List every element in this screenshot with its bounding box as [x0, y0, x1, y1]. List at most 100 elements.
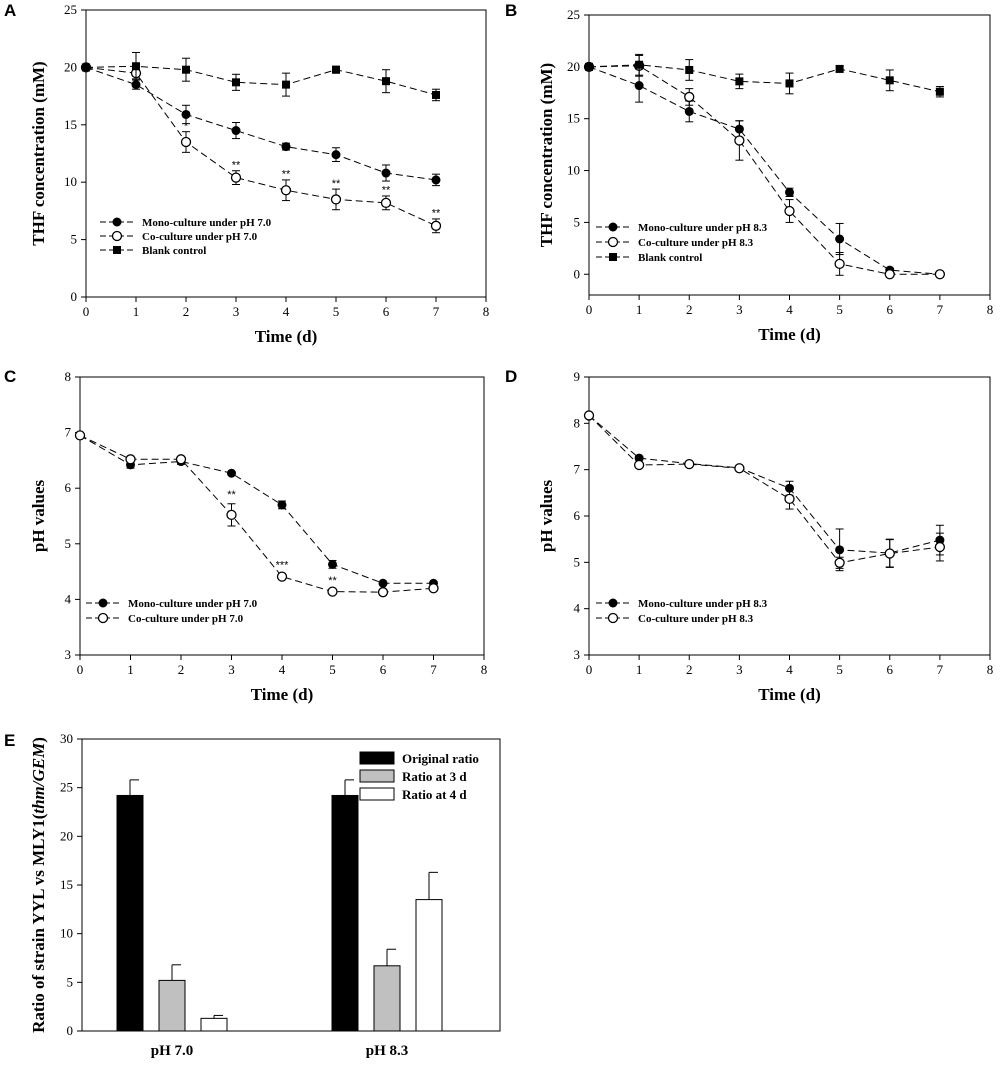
y-tick-label: 5 — [574, 214, 581, 229]
data-point — [934, 269, 946, 280]
y-axis-label: THF concentration (mM) — [537, 63, 556, 247]
x-tick-label: 1 — [636, 662, 643, 677]
y-tick-label: 10 — [60, 926, 73, 941]
data-point — [227, 468, 236, 478]
data-point — [125, 454, 136, 465]
x-tick-label: 6 — [380, 662, 387, 677]
y-tick-label: 8 — [65, 369, 72, 384]
legend-label: Mono-culture under pH 7.0 — [128, 598, 258, 610]
data-point — [428, 583, 439, 594]
legend-marker — [608, 598, 618, 608]
data-point — [685, 65, 694, 74]
x-tick-label: 8 — [483, 304, 490, 319]
y-tick-label: 4 — [65, 591, 72, 606]
x-axis-label: Time (d) — [758, 325, 821, 344]
legend-label: Ratio at 4 d — [402, 787, 467, 802]
data-point — [430, 220, 442, 231]
data-point — [634, 81, 644, 91]
bar — [116, 794, 144, 1032]
y-tick-label: 6 — [574, 508, 581, 523]
data-point — [381, 168, 391, 178]
data-point — [230, 172, 242, 183]
x-tick-label: 7 — [433, 304, 440, 319]
series-line — [588, 64, 940, 93]
x-tick-label: 0 — [586, 302, 593, 317]
y-tick-label: 30 — [60, 731, 73, 746]
x-tick-label: 3 — [736, 662, 743, 677]
x-tick-label: 2 — [686, 302, 693, 317]
panel-letter-d: D — [505, 367, 517, 386]
y-axis-label-part: Ratio of strain YYL vs MLY1( — [29, 813, 48, 1033]
significance-mark: ** — [332, 178, 341, 190]
legend-label: Co-culture under pH 7.0 — [142, 231, 258, 243]
series — [80, 62, 442, 234]
y-axis-label-part: thm/GEM — [29, 742, 48, 814]
data-point — [684, 106, 694, 116]
legend-marker — [607, 612, 619, 624]
y-tick-label: 10 — [567, 163, 580, 178]
panel-letter-a: A — [4, 1, 16, 20]
x-axis-label: Time (d) — [251, 685, 314, 704]
bar — [158, 979, 186, 1032]
significance-mark: ** — [232, 159, 241, 171]
x-tick-label: 8 — [481, 662, 488, 677]
series — [585, 53, 944, 98]
bar — [200, 1017, 228, 1032]
legend: Mono-culture under pH 8.3 Co-culture unde… — [596, 598, 768, 625]
x-tick-label: 2 — [178, 662, 185, 677]
category-label: pH 7.0 — [151, 1043, 194, 1059]
y-axis-label: THF concentration (mM) — [29, 61, 48, 245]
data-point — [328, 559, 337, 569]
data-point — [633, 459, 645, 471]
x-axis-label: Time (d) — [255, 327, 318, 346]
y-tick-label: 20 — [64, 59, 77, 74]
y-tick-label: 20 — [567, 59, 580, 74]
y-tick-label: 7 — [574, 462, 581, 477]
x-tick-label: 7 — [937, 302, 944, 317]
x-tick-label: 4 — [283, 304, 290, 319]
x-tick-label: 6 — [887, 662, 894, 677]
data-point — [232, 78, 240, 87]
legend-label: Original ratio — [402, 751, 479, 766]
y-tick-label: 5 — [574, 554, 581, 569]
x-tick-label: 5 — [836, 302, 843, 317]
panel-e: E 0 5 10 15 20 25 30 Ratio of strain YYL vs MLY1… — [4, 731, 501, 1059]
bar — [373, 965, 401, 1032]
y-tick-label: 0 — [574, 266, 581, 281]
category-label: pH 8.3 — [366, 1043, 409, 1059]
significance-mark: ** — [282, 169, 291, 181]
x-tick-label: 2 — [686, 662, 693, 677]
significance-mark: * — [184, 120, 189, 132]
data-point — [332, 65, 340, 74]
legend-marker — [98, 598, 108, 608]
data-point — [835, 545, 845, 555]
y-tick-label: 0 — [67, 1023, 74, 1038]
data-point — [835, 234, 845, 244]
data-point — [784, 493, 795, 505]
y-tick-label: 0 — [71, 289, 78, 304]
legend-swatch — [359, 751, 395, 765]
significance-mark: ** — [227, 489, 236, 501]
x-tick-label: 0 — [83, 304, 90, 319]
y-tick-label: 15 — [60, 877, 73, 892]
x-tick-label: 5 — [333, 304, 340, 319]
data-point — [276, 571, 288, 582]
data-point — [934, 541, 946, 553]
data-point — [734, 135, 745, 146]
legend-label: Co-culture under pH 7.0 — [128, 613, 244, 625]
legend-swatch — [359, 787, 395, 801]
legend-marker — [111, 230, 123, 242]
y-tick-label: 8 — [574, 415, 581, 430]
y-tick-label: 3 — [574, 647, 581, 662]
data-point — [835, 64, 844, 73]
y-tick-label: 5 — [71, 232, 78, 247]
data-point — [834, 258, 845, 270]
y-tick-label: 25 — [64, 2, 77, 17]
legend: Mono-culture under pH 7.0 Co-culture unde… — [100, 217, 272, 257]
y-tick-label: 15 — [64, 117, 77, 132]
data-point — [281, 142, 291, 152]
data-point — [834, 557, 845, 568]
x-tick-label: 3 — [228, 662, 235, 677]
panel-letter-b: B — [505, 1, 517, 20]
